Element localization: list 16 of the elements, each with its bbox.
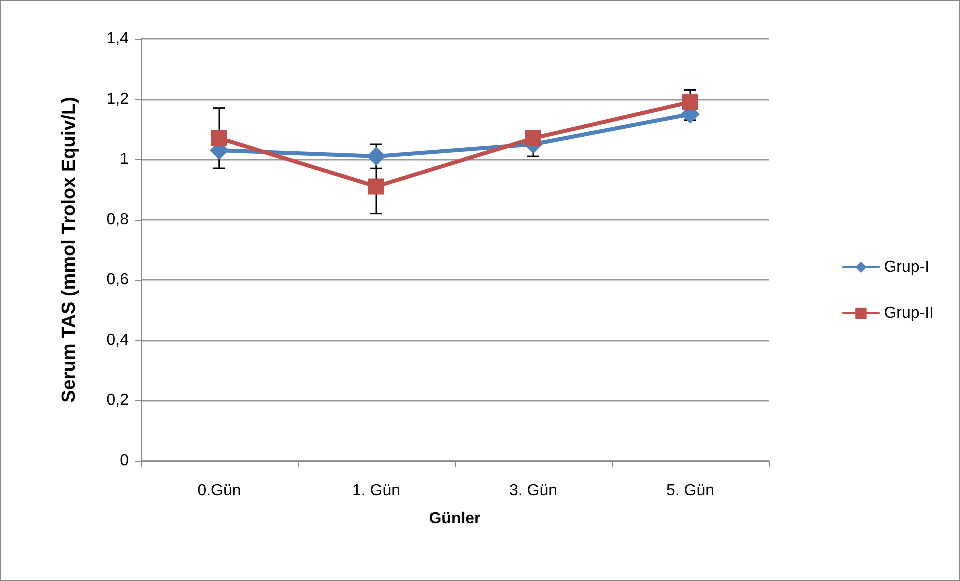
y-tick-label: 1 xyxy=(120,151,130,168)
y-tick-label: 0,2 xyxy=(106,392,130,410)
y-tick-label: 0,4 xyxy=(106,332,130,349)
x-tick-label: 5. Gün xyxy=(666,482,715,500)
legend-label: Grup-I xyxy=(884,259,930,276)
y-tick-label: 0,8 xyxy=(106,211,130,228)
y-tick-label: 1,4 xyxy=(106,30,130,48)
x-tick-label: 0.Gün xyxy=(198,482,242,500)
y-axis-title: Serum TAS (mmol Trolox Equiv/L) xyxy=(59,97,80,403)
y-tick-label: 0,6 xyxy=(106,272,130,289)
y-tick-label: 1,2 xyxy=(106,90,130,108)
x-tick-label: 3. Gün xyxy=(509,482,558,500)
y-tick-label: 0 xyxy=(120,452,130,470)
x-tick-label: 1. Gün xyxy=(352,482,401,500)
x-axis-title: Günler xyxy=(429,510,481,528)
legend-label: Grup-II xyxy=(884,305,934,322)
